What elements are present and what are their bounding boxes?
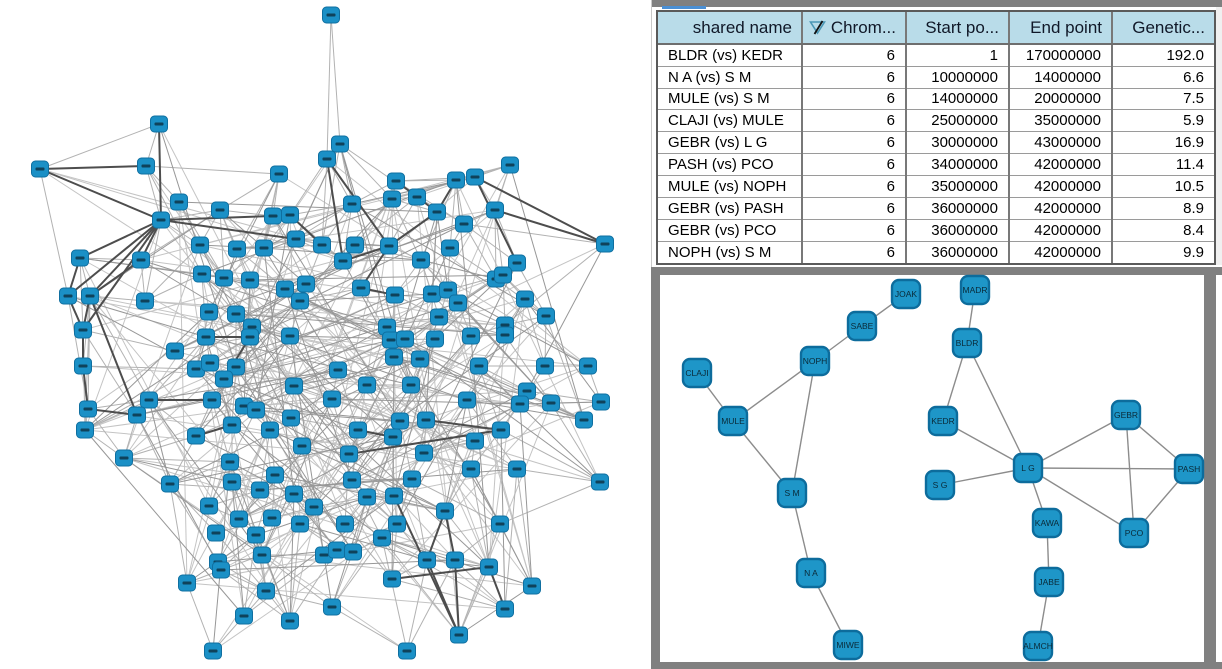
svg-text:S G: S G — [933, 480, 948, 490]
svg-text:PASH: PASH — [1178, 464, 1201, 474]
svg-text:L G: L G — [1021, 463, 1034, 473]
svg-text:NOPH: NOPH — [803, 356, 828, 366]
svg-text:N A: N A — [804, 568, 818, 578]
svg-text:MADR: MADR — [962, 285, 987, 295]
svg-text:CLAJI: CLAJI — [685, 368, 708, 378]
svg-text:ALMCH: ALMCH — [1023, 641, 1053, 651]
svg-text:MIWE: MIWE — [836, 640, 859, 650]
svg-text:PCO: PCO — [1125, 528, 1144, 538]
svg-text:JABE: JABE — [1038, 577, 1060, 587]
svg-text:MULE: MULE — [721, 416, 745, 426]
svg-text:KEDR: KEDR — [931, 416, 955, 426]
svg-text:JOAK: JOAK — [895, 289, 918, 299]
svg-text:BLDR: BLDR — [956, 338, 979, 348]
svg-text:S M: S M — [784, 488, 799, 498]
svg-text:SABE: SABE — [851, 321, 874, 331]
svg-text:GEBR: GEBR — [1114, 410, 1138, 420]
svg-text:KAWA: KAWA — [1035, 518, 1060, 528]
